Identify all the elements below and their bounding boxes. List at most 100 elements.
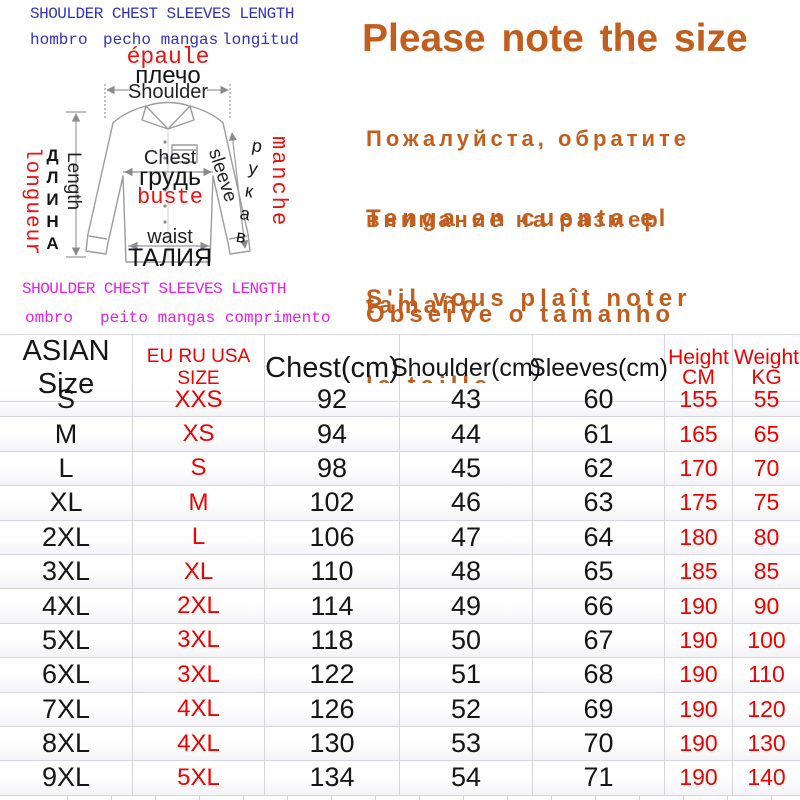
table-cell: XS xyxy=(133,417,265,452)
table-cell: 165 xyxy=(665,417,733,452)
table-cell: 45 xyxy=(400,451,533,487)
table-cell: 3XL xyxy=(0,554,133,590)
table-cell: 43 xyxy=(400,383,533,418)
chest-label-fr: buste xyxy=(136,185,204,210)
cropped-next-table-row xyxy=(0,795,800,800)
table-cell: 190 xyxy=(665,726,733,762)
table-cell: 2XL xyxy=(133,589,265,624)
table-cell: 134 xyxy=(265,761,400,796)
table-cell: 49 xyxy=(400,589,533,624)
measure-word-es-chest-sleeves: pecho mangas xyxy=(103,31,219,49)
table-cell: 66 xyxy=(533,589,665,624)
cropped-gridline xyxy=(727,795,728,800)
column-header-eu-size: EU RU USA SIZE xyxy=(133,335,265,402)
column-header-shoulder: Shoulder(cm) xyxy=(391,335,541,402)
table-cell: 85 xyxy=(733,555,800,590)
table-cell: 98 xyxy=(265,451,400,487)
table-cell: 190 xyxy=(665,623,733,659)
table-cell: 7XL xyxy=(0,692,133,727)
table-row: XL M 102 46 63 175 75 xyxy=(0,486,800,521)
table-cell: 75 xyxy=(733,486,800,521)
measure-words-en-blue: SHOULDER CHEST SLEEVES LENGTH xyxy=(30,5,294,23)
table-row: 3XL XL 110 48 65 185 85 xyxy=(0,554,800,590)
table-cell: 130 xyxy=(733,727,800,762)
table-cell: 4XL xyxy=(0,589,133,624)
table-cell: 100 xyxy=(733,624,800,659)
cropped-gridline xyxy=(331,795,332,800)
table-cell: 94 xyxy=(265,417,400,452)
table-row: 2XL L 106 47 64 180 80 xyxy=(0,520,800,555)
table-cell: 65 xyxy=(533,554,665,590)
table-cell: 110 xyxy=(265,554,400,590)
notice-french-line1: S'il vous plaît noter xyxy=(366,285,692,312)
table-row: M XS 94 44 61 165 65 xyxy=(0,417,800,452)
table-cell: 102 xyxy=(265,486,400,521)
table-cell: 60 xyxy=(533,383,665,418)
sleeve-label-fr: manche xyxy=(266,136,291,228)
table-cell: M xyxy=(0,417,133,452)
length-label-fr: longueur xyxy=(20,147,43,256)
table-cell: 80 xyxy=(733,521,800,555)
table-cell: 70 xyxy=(533,726,665,762)
table-cell: 48 xyxy=(400,554,533,590)
table-cell: 46 xyxy=(400,486,533,521)
length-label-en: Length xyxy=(63,152,84,211)
shoulder-label-en: Shoulder xyxy=(127,81,209,103)
table-cell: 180 xyxy=(665,520,733,555)
notice-russian-line2: внимание на размер xyxy=(366,207,662,232)
table-cell: 70 xyxy=(733,452,800,487)
table-cell: 44 xyxy=(400,417,533,452)
table-cell: 50 xyxy=(400,623,533,659)
cropped-gridline xyxy=(287,795,288,800)
table-cell: 52 xyxy=(400,692,533,727)
table-cell: 185 xyxy=(665,554,733,590)
measure-words-pt-rest: peito mangas comprimento xyxy=(100,309,331,327)
table-cell: 190 xyxy=(665,761,733,796)
table-cell: XL xyxy=(0,486,133,521)
table-cell: 68 xyxy=(533,658,665,693)
shirt-buttons xyxy=(163,140,167,224)
table-cell: L xyxy=(0,451,133,487)
cropped-gridline xyxy=(111,795,112,800)
cropped-gridline xyxy=(243,795,244,800)
size-table-header: ASIAN Size EU RU USA SIZE Chest(cm) Shou… xyxy=(0,335,800,402)
cropped-gridline xyxy=(375,795,376,800)
table-cell: 155 xyxy=(665,383,733,418)
cropped-gridline xyxy=(419,795,420,800)
notice-spanish-line2: tamaño xyxy=(366,292,482,319)
chest-label-ru: грудь xyxy=(138,163,202,191)
notice-portuguese: Observe o tamanho xyxy=(366,301,676,328)
cropped-gridline xyxy=(463,795,464,800)
cropped-gridline xyxy=(595,795,596,800)
table-cell: XL xyxy=(133,554,265,590)
shirt-diagram-drawing xyxy=(66,84,251,263)
table-cell: 92 xyxy=(265,383,400,418)
cropped-gridline xyxy=(155,795,156,800)
cropped-gridline xyxy=(199,795,200,800)
table-cell: 3XL xyxy=(133,658,265,693)
table-cell: 65 xyxy=(733,417,800,452)
table-cell: 9XL xyxy=(0,761,133,796)
table-cell: 71 xyxy=(533,761,665,796)
table-cell: 5XL xyxy=(133,761,265,796)
table-cell: 110 xyxy=(733,658,800,693)
size-table: ASIAN Size EU RU USA SIZE Chest(cm) Shou… xyxy=(0,334,800,800)
collar-right xyxy=(167,105,195,130)
cropped-gridline xyxy=(551,795,552,800)
notice-english: Please note the size xyxy=(362,17,748,60)
waist-label-en: waist xyxy=(147,226,193,248)
table-cell: 4XL xyxy=(133,692,265,727)
column-header-weight: Weight KG xyxy=(733,335,800,402)
cropped-gridline xyxy=(67,795,68,800)
table-cell: 67 xyxy=(533,623,665,659)
cropped-gridline xyxy=(507,795,508,800)
table-row: 5XL 3XL 118 50 67 190 100 xyxy=(0,623,800,659)
size-table-body: S XXS 92 43 60 155 55 M XS 94 44 61 165 65 L S 98 45 62 170… xyxy=(0,383,800,796)
table-cell: XXS xyxy=(133,383,265,418)
table-cell: 114 xyxy=(265,589,400,624)
table-cell: 8XL xyxy=(0,726,133,762)
table-cell: 53 xyxy=(400,726,533,762)
notice-russian-line1: Пожалуйста, обратите xyxy=(366,126,690,151)
table-row: 6XL 3XL 122 51 68 190 110 xyxy=(0,658,800,693)
